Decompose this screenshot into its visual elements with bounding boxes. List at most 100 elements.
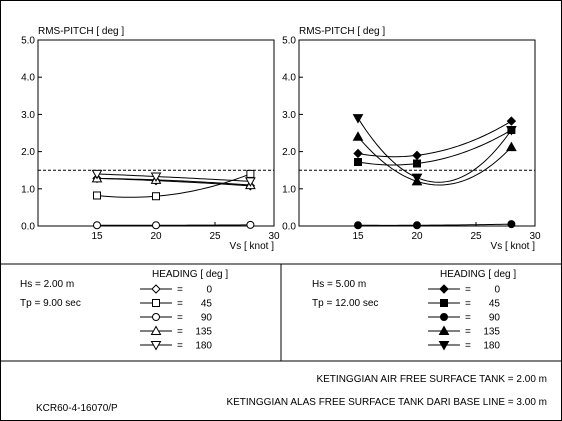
footer-line-1: KETINGGIAN AIR FREE SURFACE TANK = 2.00 … <box>316 374 547 385</box>
x-axis-label: Vs [ knot ] <box>491 241 536 252</box>
tp-label: Tp = 9.00 sec <box>20 298 81 309</box>
data-point-135 <box>352 131 364 141</box>
legend-left: Hs = 2.00 m Tp = 9.00 sec HEADING [ deg … <box>20 269 228 352</box>
legend-equals: = <box>177 299 183 310</box>
data-point-180 <box>352 114 364 124</box>
y-tick-label: 1.0 <box>21 184 35 195</box>
y-tick-label: 4.0 <box>282 73 296 84</box>
legend-marker-90 <box>440 313 448 321</box>
heading-label: HEADING [ deg ] <box>440 269 516 280</box>
data-point-45 <box>93 191 101 200</box>
y-tick-label: 4.0 <box>21 73 35 84</box>
hs-label: Hs = 5.00 m <box>312 279 366 290</box>
series-line-90 <box>357 223 512 226</box>
y-tick-label: 1.0 <box>282 184 296 195</box>
legend-label: 90 <box>201 313 213 324</box>
data-point-0 <box>506 116 517 126</box>
legend-label: 135 <box>483 327 500 338</box>
legend-equals: = <box>465 285 471 296</box>
legend-equals: = <box>465 313 471 324</box>
data-point-135 <box>506 141 517 152</box>
legend-label: 135 <box>195 327 212 338</box>
chart-title: RMS-PITCH [ deg ] <box>38 26 124 37</box>
series-group <box>299 114 535 230</box>
legend-items: = 0 = 45 = 90 = 135 = 180 <box>140 284 213 352</box>
legend-label: 90 <box>489 313 501 324</box>
x-tick-label: 20 <box>411 231 423 242</box>
data-point-90 <box>152 221 160 230</box>
hs-label: Hs = 2.00 m <box>20 279 74 290</box>
series-line-45 <box>96 173 251 198</box>
legend-right: Hs = 5.00 m Tp = 12.00 sec HEADING [ deg… <box>312 269 516 352</box>
legend-label: 180 <box>195 341 212 352</box>
tp-label: Tp = 12.00 sec <box>312 298 378 309</box>
data-point-180 <box>91 169 103 180</box>
data-point-90 <box>93 221 101 230</box>
data-point-45 <box>413 159 421 168</box>
plot-area <box>298 39 536 227</box>
y-tick-label: 3.0 <box>21 110 35 121</box>
data-point-90 <box>246 220 255 229</box>
x-tick-label: 25 <box>209 231 221 242</box>
tick-group: 0.0 1.0 2.0 3.0 4.0 5.0 15 20 25 30 <box>282 36 541 243</box>
legend-marker-135 <box>150 325 162 335</box>
chart-title: RMS-PITCH [ deg ] <box>299 26 385 37</box>
legend-equals: = <box>465 327 471 338</box>
series-line-135 <box>96 177 251 186</box>
legend-label: 0 <box>206 285 212 296</box>
x-axis-label: Vs [ knot ] <box>230 241 275 252</box>
data-point-90 <box>413 221 421 230</box>
legend-items: = 0 = 45 = 90 = 135 = 180 <box>428 284 501 352</box>
legend-equals: = <box>177 285 183 296</box>
chart-right: RMS-PITCH [ deg ] Vs [ knot ] 0.0 1.0 2.0 3… <box>282 26 541 252</box>
series-line-135 <box>357 136 512 186</box>
data-point-180 <box>506 126 517 136</box>
legend-label: 180 <box>483 341 500 352</box>
x-tick-label: 30 <box>268 231 280 242</box>
legend-equals: = <box>177 313 183 324</box>
y-tick-label: 5.0 <box>282 36 296 47</box>
y-tick-label: 2.0 <box>21 147 35 158</box>
y-tick-label: 5.0 <box>21 36 35 47</box>
y-tick-label: 0.0 <box>21 222 35 233</box>
legend-marker-45 <box>440 299 448 307</box>
footer-code: KCR60-4-16070/P <box>36 403 118 414</box>
data-point-90 <box>354 221 362 230</box>
x-tick-label: 30 <box>529 231 541 242</box>
data-point-0 <box>353 148 363 159</box>
legend-label: 0 <box>494 285 500 296</box>
data-point-180 <box>150 172 162 183</box>
legend-marker-45 <box>152 299 160 307</box>
legend-equals: = <box>465 299 471 310</box>
x-tick-label: 15 <box>91 231 103 242</box>
data-point-180 <box>245 177 256 187</box>
tick-group: 0.0 1.0 2.0 3.0 4.0 5.0 15 20 25 30 <box>21 36 280 243</box>
series-line-45 <box>357 129 512 166</box>
series-line-0 <box>357 120 512 158</box>
x-tick-label: 25 <box>470 231 482 242</box>
data-point-0 <box>412 150 422 161</box>
x-tick-label: 15 <box>352 231 364 242</box>
legend-marker-0 <box>151 284 161 294</box>
legend-marker-180 <box>150 341 162 351</box>
data-point-45 <box>246 169 255 178</box>
legend-marker-90 <box>152 313 160 321</box>
footer-line-2: KETINGGIAN ALAS FREE SURFACE TANK DARI B… <box>226 397 547 408</box>
x-tick-label: 20 <box>150 231 162 242</box>
legend-label: 45 <box>489 299 501 310</box>
legend-equals: = <box>177 341 183 352</box>
series-group <box>38 169 274 230</box>
data-point-180 <box>411 173 423 184</box>
data-point-45 <box>354 158 362 167</box>
y-tick-label: 2.0 <box>282 147 296 158</box>
chart-left: RMS-PITCH [ deg ] Vs [ knot ] 0.0 1.0 2.0 3… <box>21 26 280 252</box>
data-point-45 <box>152 192 160 201</box>
y-tick-label: 0.0 <box>282 222 296 233</box>
heading-label: HEADING [ deg ] <box>152 269 228 280</box>
legend-label: 45 <box>201 299 213 310</box>
legend-equals: = <box>465 341 471 352</box>
series-line-180 <box>357 117 512 183</box>
legend-marker-135 <box>438 325 450 335</box>
series-line-180 <box>96 173 251 182</box>
